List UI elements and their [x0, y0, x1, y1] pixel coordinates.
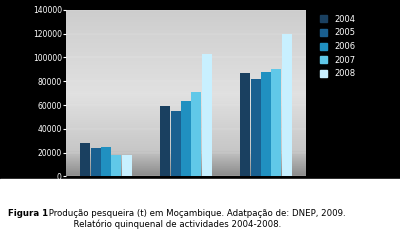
Bar	[160, 106, 170, 176]
Bar	[282, 34, 292, 176]
Text: Figura 1: Figura 1	[8, 209, 48, 219]
Bar	[91, 148, 100, 176]
Bar	[101, 147, 111, 176]
Bar	[80, 143, 90, 176]
Bar	[202, 54, 212, 176]
Bar	[240, 73, 250, 176]
Text: Produção pesqueira (t) em Moçambique. Adatpação de: DNEP, 2009.
          Relató: Produção pesqueira (t) em Moçambique. Ad…	[46, 209, 346, 230]
Bar	[261, 72, 271, 176]
Bar	[171, 111, 180, 176]
Bar	[251, 79, 260, 176]
Text: Figura 1: Figura 1	[8, 209, 48, 219]
Bar	[122, 155, 132, 176]
Bar	[192, 92, 201, 176]
Legend: 2004, 2005, 2006, 2007, 2008: 2004, 2005, 2006, 2007, 2008	[317, 12, 358, 81]
Bar	[181, 101, 191, 176]
Bar	[272, 69, 281, 176]
Bar	[112, 155, 121, 176]
